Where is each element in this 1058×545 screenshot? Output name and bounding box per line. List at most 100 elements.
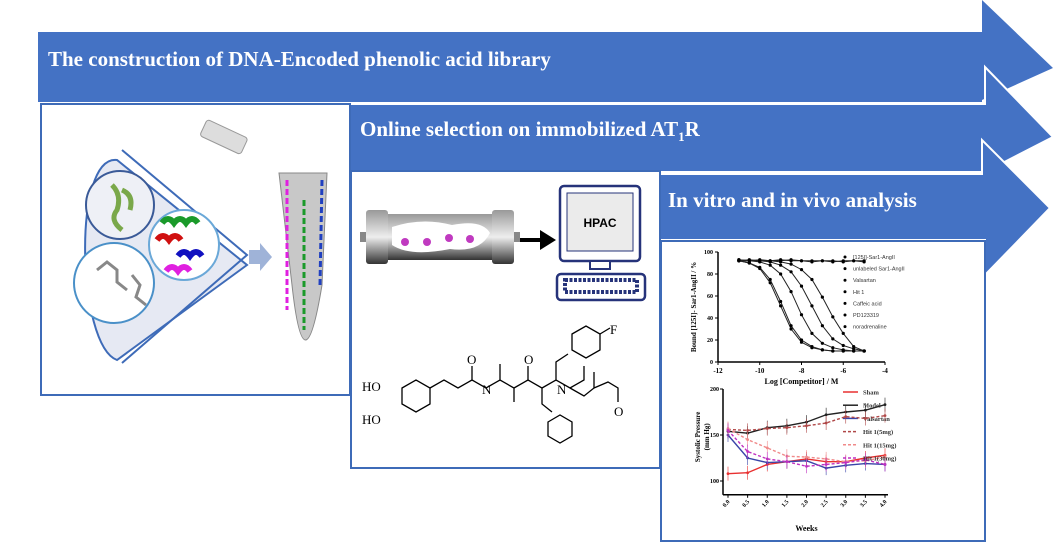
data-point [805, 424, 808, 428]
step-2-suffix: R [684, 117, 700, 141]
data-point [810, 345, 814, 349]
data-point [820, 324, 824, 328]
series-line [738, 259, 865, 352]
hit-1-structure [401, 325, 619, 444]
legend-label: unlabeled Sar1-AngII [853, 267, 905, 273]
data-point [726, 472, 730, 476]
data-point [765, 446, 769, 450]
data-point [726, 429, 730, 432]
data-point [789, 324, 793, 328]
hpac-label: HPAC [583, 216, 616, 230]
data-point [831, 259, 835, 263]
data-point [862, 260, 866, 264]
data-point [737, 259, 741, 263]
series-line [738, 260, 865, 352]
arrow-icon [249, 243, 272, 271]
y-axis-label: Bound [125I]- Sar1-AngII / % [690, 262, 698, 352]
legend-label: Valsartan [863, 416, 890, 423]
x-tick-label: 2.0 [801, 499, 810, 509]
data-point [789, 270, 793, 274]
data-point [799, 284, 804, 288]
data-point [746, 450, 750, 453]
data-point [863, 408, 867, 412]
analysis-charts: -12 -10 -8 -6 -4 0 20 40 60 80 100 Log [Competitor]… [690, 250, 905, 533]
legend-marker [843, 267, 847, 271]
data-point [779, 299, 783, 304]
computer-icon [555, 184, 647, 302]
dna-tags-circle [148, 209, 220, 281]
legend-label: Hit 1 [853, 290, 864, 296]
legend-label: Hit 1(5mg) [863, 429, 893, 436]
data-point [789, 327, 793, 331]
data-point [765, 457, 769, 461]
data-point [810, 260, 814, 264]
data-point [883, 463, 887, 466]
y-axis-label: Systolic Pressure(mm Hg) [694, 412, 711, 463]
x-axis-label: Weeks [795, 524, 817, 533]
legend-label: Valsartan [853, 278, 876, 284]
data-point [805, 464, 808, 468]
data-point [799, 268, 804, 272]
data-point [758, 259, 762, 263]
step-arrow-1 [38, 0, 1053, 102]
data-point [824, 413, 828, 417]
data-point [810, 304, 814, 308]
legend-label: Sham [863, 390, 879, 397]
data-point [863, 417, 867, 420]
data-point [799, 340, 804, 344]
series-line [727, 429, 886, 467]
y-tick-label: 200 [710, 387, 719, 393]
legend-label: Caffeic acid [853, 301, 882, 307]
column-icon [360, 210, 520, 264]
x-tick-label: -4 [882, 367, 888, 375]
data-point [831, 346, 835, 350]
x-axis-label: Log [Competitor] / M [765, 377, 839, 386]
data-point [844, 461, 848, 464]
step-2-title: Online selection on immobilized AT1R [360, 117, 700, 145]
y-tick-label: 60 [707, 294, 713, 300]
binding-chart: -12 -10 -8 -6 -4 0 20 40 60 80 100 Log [Competitor]… [690, 250, 905, 386]
data-point [746, 429, 750, 432]
library-panel [40, 103, 351, 396]
data-point [841, 260, 845, 264]
y-tick-label: 150 [710, 433, 719, 439]
data-point [820, 341, 824, 345]
atom-o-3: O [614, 404, 623, 419]
data-point [841, 331, 845, 335]
series-line [738, 260, 865, 352]
data-point [831, 337, 835, 341]
series-line [738, 260, 865, 352]
legend-label: Hit 1(15mg) [863, 442, 896, 449]
legend-label: noradrenaline [853, 325, 887, 331]
data-point [785, 460, 789, 464]
atom-o-1: O [467, 352, 476, 367]
analysis-panel: -12 -10 -8 -6 -4 0 20 40 60 80 100 Log [Competitor]… [660, 240, 986, 542]
x-tick-label: 1.5 [781, 499, 790, 509]
data-point [765, 427, 769, 430]
data-point [789, 290, 793, 294]
data-point [831, 349, 835, 353]
step-3-title: In vitro and in vivo analysis [668, 188, 917, 212]
data-point [799, 313, 804, 317]
atom-n-2: N [557, 382, 567, 397]
x-tick-label: 4.0 [879, 499, 888, 509]
legend-marker [843, 301, 847, 305]
y-tick-label: 40 [707, 316, 713, 322]
data-point [779, 263, 783, 267]
data-point [785, 426, 789, 430]
data-point [883, 414, 887, 418]
data-point [852, 349, 856, 353]
data-point [779, 258, 783, 262]
data-point [789, 259, 793, 263]
x-tick-label: 3.0 [840, 499, 849, 509]
data-point [883, 455, 887, 459]
series-line [738, 260, 865, 352]
legend-label: Model [863, 403, 881, 410]
data-point [841, 343, 845, 348]
data-point [768, 259, 772, 263]
data-point [820, 348, 824, 352]
x-tick-label: 2.5 [820, 499, 829, 509]
data-point [779, 304, 783, 308]
data-point [799, 259, 804, 263]
